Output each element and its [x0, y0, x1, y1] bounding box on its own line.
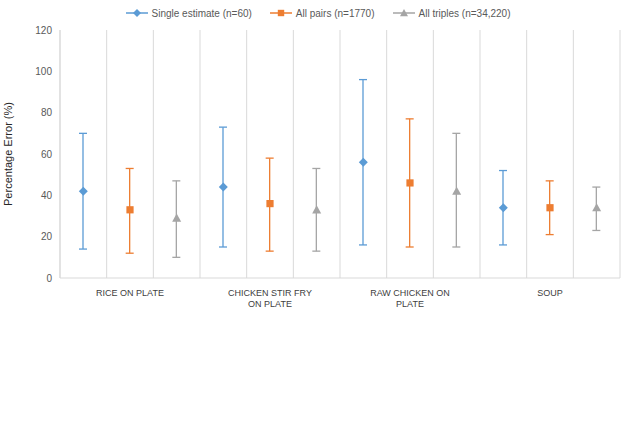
svg-text:40: 40 [41, 190, 53, 201]
svg-text:60: 60 [41, 149, 53, 160]
svg-text:80: 80 [41, 107, 53, 118]
svg-text:120: 120 [35, 25, 52, 36]
svg-text:Percentage Error (%): Percentage Error (%) [2, 102, 14, 206]
svg-text:CHICKEN STIR FRYON PLATE: CHICKEN STIR FRYON PLATE [228, 288, 312, 309]
svg-text:RICE ON PLATE: RICE ON PLATE [96, 288, 164, 298]
svg-text:RAW CHICKEN ONPLATE: RAW CHICKEN ONPLATE [370, 288, 450, 309]
svg-text:100: 100 [35, 66, 52, 77]
html-text:All triples (n=34,220): All triples (n=34,220) [418, 7, 511, 19]
svg-text:20: 20 [41, 231, 53, 242]
html-text:All pairs (n=1770): All pairs (n=1770) [295, 7, 375, 19]
svg-text:0: 0 [46, 273, 52, 284]
svg-text:SOUP: SOUP [537, 288, 563, 298]
html-text:Single estimate (n=60): Single estimate (n=60) [151, 7, 252, 19]
